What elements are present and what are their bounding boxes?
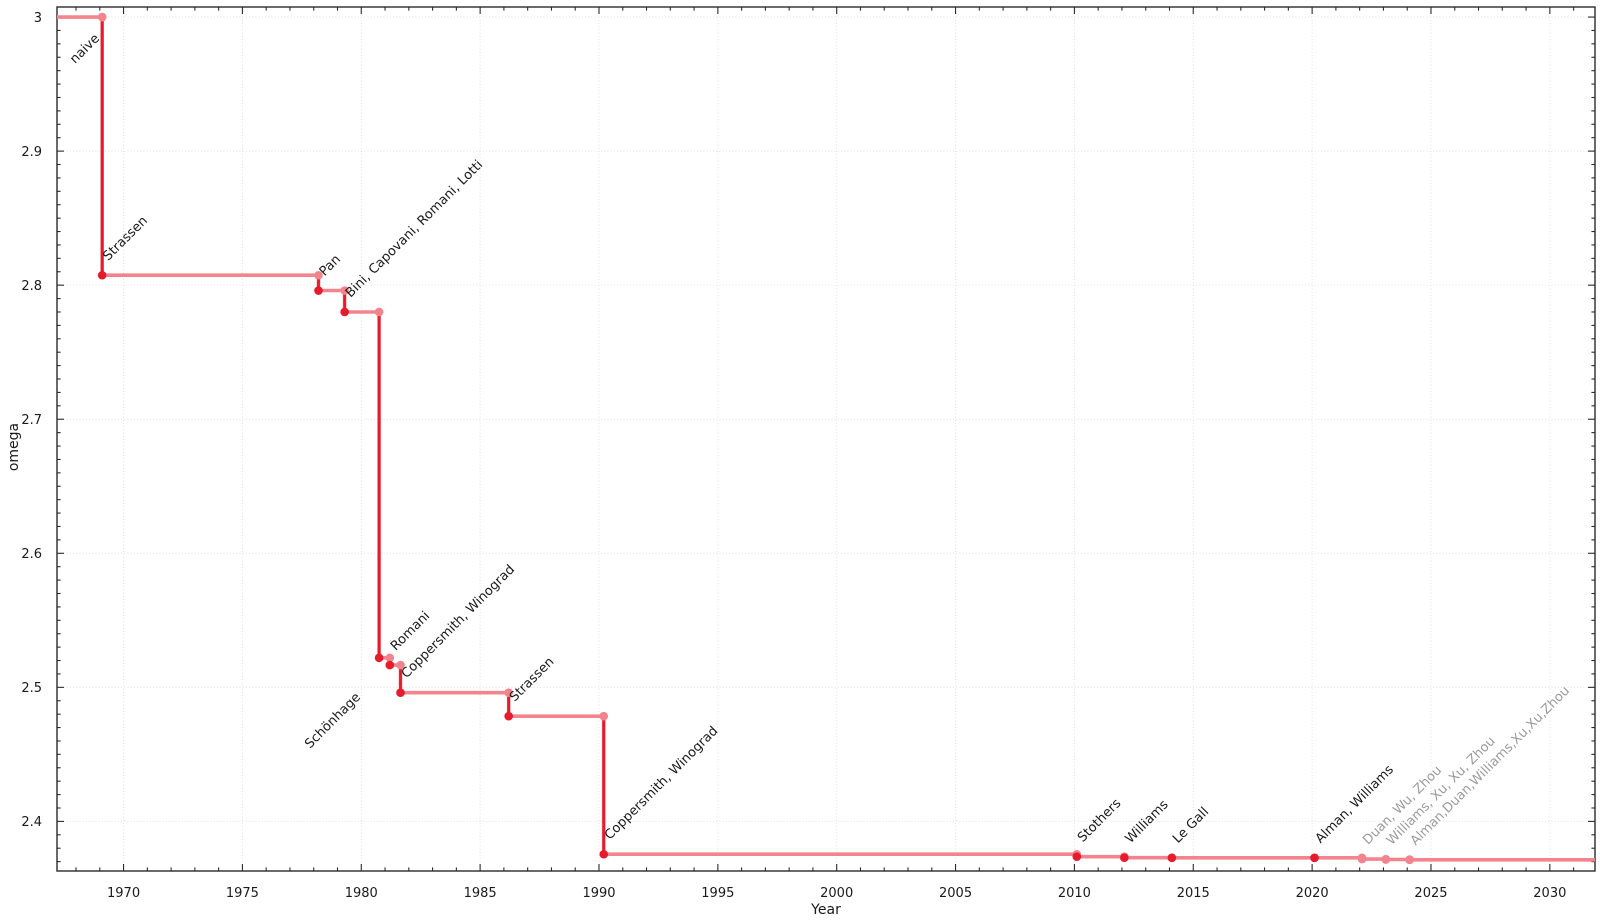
data-point-coppersmith-winograd	[396, 688, 405, 698]
event-label-bini-capovani-romani-lotti: Bini, Capovani, Romani, Lotti	[343, 158, 486, 301]
step-corner-dot	[385, 653, 395, 663]
x-tick-label: 1980	[345, 886, 378, 901]
y-tick-label: 2.7	[21, 413, 42, 428]
event-label-le-gall: Le Gall	[1170, 805, 1212, 847]
event-label-naive: naive	[67, 31, 103, 67]
data-point-le-gall	[1167, 853, 1177, 863]
event-label-williams-xu-xu-zhou: Williams, Xu, Xu, Zhou	[1384, 734, 1498, 848]
data-point-pan	[314, 286, 323, 295]
x-tick-label: 2015	[1177, 886, 1210, 901]
data-point-sch-nhage	[374, 653, 384, 663]
x-tick-label: 1995	[701, 886, 734, 901]
data-point-naive	[97, 12, 107, 22]
data-point-alman-williams	[1310, 853, 1319, 863]
step-corner-dot	[504, 688, 513, 698]
x-tick-label: 2020	[1296, 886, 1329, 901]
data-point-romani	[385, 660, 395, 670]
x-tick-label: 1975	[226, 886, 259, 901]
step-corner-dot	[314, 270, 323, 280]
event-label-sch-nhage: Schönhage	[302, 690, 364, 752]
y-tick-label: 2.8	[21, 279, 42, 294]
x-tick-label: 1970	[107, 886, 140, 901]
event-label-coppersmith-winograd: Coppersmith, Winograd	[602, 724, 721, 843]
data-point-duan-wu-zhou	[1357, 854, 1367, 864]
step-corner-dot	[599, 711, 609, 721]
event-label-williams: Williams	[1123, 797, 1172, 846]
x-tick-label: 2030	[1533, 886, 1566, 901]
event-label-strassen: Strassen	[507, 654, 558, 705]
data-point-coppersmith-winograd	[599, 849, 609, 859]
x-axis-title: Year	[811, 902, 841, 918]
x-tick-label: 2005	[939, 886, 972, 901]
data-point-williams	[1120, 853, 1129, 863]
step-corner-dot	[374, 307, 384, 317]
x-tick-label: 2010	[1058, 886, 1091, 901]
y-tick-label: 3	[34, 11, 42, 26]
step-line	[57, 15, 1595, 862]
step-corner-dot	[340, 286, 349, 295]
y-tick-label: 2.4	[21, 815, 42, 830]
data-point-strassen	[504, 711, 513, 721]
step-corner-dot	[396, 660, 405, 670]
y-tick-label: 2.5	[21, 681, 42, 696]
x-tick-label: 2025	[1414, 886, 1447, 901]
y-tick-label: 2.9	[21, 145, 42, 160]
x-tick-label: 1990	[582, 886, 615, 901]
event-label-strassen: Strassen	[100, 214, 151, 265]
y-tick-label: 2.6	[21, 547, 42, 562]
data-point-strassen	[97, 270, 107, 280]
data-point-bini-capovani-romani-lotti	[340, 307, 349, 317]
data-point-alman-duan-williams-xu-xu-zhou	[1405, 855, 1414, 865]
x-tick-label: 1985	[464, 886, 497, 901]
data-point-stothers	[1072, 852, 1082, 861]
x-tick-label: 2000	[820, 886, 853, 901]
plot-border	[56, 6, 1596, 872]
y-axis-title: omega	[6, 422, 22, 472]
data-point-williams-xu-xu-zhou	[1381, 855, 1391, 864]
event-label-stothers: Stothers	[1075, 796, 1124, 845]
